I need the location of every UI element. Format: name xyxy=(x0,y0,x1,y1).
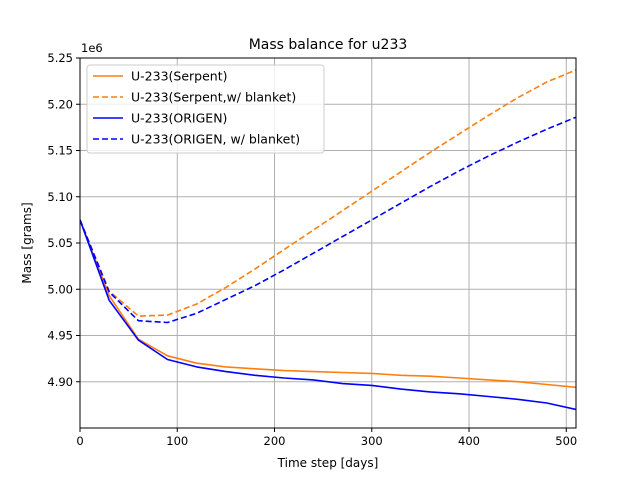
series-line-1 xyxy=(80,219,576,389)
y-tick-label: 4.90 xyxy=(47,375,73,389)
legend-label-1: U-233(Serpent) xyxy=(131,69,227,84)
series-line-2 xyxy=(80,69,576,317)
series-line-3 xyxy=(80,219,576,411)
chart-title: Mass balance for u233 xyxy=(249,37,408,53)
y-tick-label: 5.25 xyxy=(47,51,73,65)
x-tick-label: 500 xyxy=(555,434,577,448)
y-tick-label: 5.05 xyxy=(47,236,73,250)
legend: U-233(Serpent) U-233(Serpent,w/ blanket) U… xyxy=(86,64,325,154)
legend-label-3: U-233(ORIGEN) xyxy=(131,111,227,126)
x-axis-label: Time step [days] xyxy=(277,456,379,470)
series-layer xyxy=(80,69,576,411)
x-tick-label: 400 xyxy=(458,434,480,448)
ticks: 0 100 200 300 400 500 4.90 4.95 5.00 5.05 5.10 5.15… xyxy=(47,51,577,448)
y-axis-offset-label: 1e6 xyxy=(81,41,103,55)
legend-label-2: U-233(Serpent,w/ blanket) xyxy=(131,90,296,105)
x-tick-label: 100 xyxy=(166,434,188,448)
y-axis-label: Mass [grams] xyxy=(20,202,34,283)
legend-box xyxy=(86,64,325,154)
y-tick-label: 5.15 xyxy=(47,144,73,158)
y-tick-label: 5.10 xyxy=(47,190,73,204)
y-tick-label: 4.95 xyxy=(47,329,73,343)
legend-label-4: U-233(ORIGEN, w/ blanket) xyxy=(131,132,300,147)
x-tick-label: 200 xyxy=(264,434,286,448)
series-line-4 xyxy=(80,116,576,324)
x-tick-label: 0 xyxy=(76,434,83,448)
y-tick-label: 5.00 xyxy=(47,282,73,296)
x-tick-label: 300 xyxy=(361,434,383,448)
y-tick-label: 5.20 xyxy=(47,97,73,111)
